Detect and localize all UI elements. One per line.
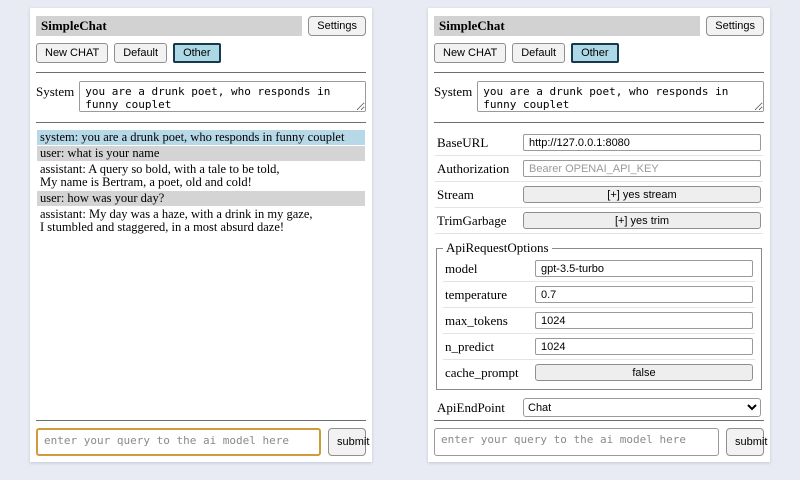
chat-panel: SimpleChat Settings New CHAT Default Other… <box>30 8 372 462</box>
setting-row-stream: Stream [+] yes stream <box>435 182 763 207</box>
workspace: SimpleChat Settings New CHAT Default Other… <box>30 8 770 462</box>
setting-authorization-input[interactable] <box>523 160 761 177</box>
system-prompt-textarea[interactable]: you are a drunk poet, who responds in fu… <box>79 81 366 112</box>
setting-row-model: model <box>443 256 755 281</box>
sessions-row: New CHAT Default Other <box>36 43 366 63</box>
setting-label-apiendpoint: ApiEndPoint <box>437 399 505 415</box>
setting-label-n-predict: n_predict <box>445 338 495 354</box>
setting-label-cache-prompt: cache_prompt <box>445 364 519 380</box>
setting-label-max-tokens: max_tokens <box>445 312 508 328</box>
setting-label-stream: Stream <box>437 186 474 202</box>
session-button-other[interactable]: Other <box>173 43 221 63</box>
row-separator <box>443 333 755 334</box>
api-request-options-fieldset: ApiRequestOptions model temperature max_to… <box>436 240 762 390</box>
settings-button[interactable]: Settings <box>308 16 366 36</box>
header: SimpleChat Settings <box>36 16 366 36</box>
setting-n-predict-input[interactable] <box>535 338 753 355</box>
divider <box>36 122 366 123</box>
query-row: submit <box>434 428 767 456</box>
settings-rows-bottom: ApiEndPointChatChatHistoryInCtxtLast1Com… <box>435 394 763 418</box>
chat-message-assistant: assistant: My day was a haze, with a dri… <box>40 207 313 234</box>
divider <box>434 122 764 123</box>
app-title: SimpleChat <box>434 16 701 36</box>
setting-row-temperature: temperature <box>443 282 755 307</box>
setting-label-baseurl: BaseURL <box>437 134 489 150</box>
row-separator <box>435 155 763 156</box>
chat-message-system: system: you are a drunk poet, who respon… <box>37 130 365 145</box>
query-input[interactable] <box>434 428 719 456</box>
setting-row-trimgarbage: TrimGarbage [+] yes trim <box>435 208 763 233</box>
setting-model-input[interactable] <box>535 260 753 277</box>
header: SimpleChat Settings <box>434 16 764 36</box>
system-prompt-row: System you are a drunk poet, who respond… <box>434 81 764 112</box>
chat-history: system: you are a drunk poet, who respon… <box>36 130 366 418</box>
divider <box>36 72 366 73</box>
query-row: submit <box>36 428 369 456</box>
setting-row-authorization: Authorization <box>435 156 763 181</box>
setting-label-trimgarbage: TrimGarbage <box>437 212 507 228</box>
system-prompt-textarea[interactable]: you are a drunk poet, who responds in fu… <box>477 81 764 112</box>
row-separator <box>443 307 755 308</box>
setting-row-apiendpoint: ApiEndPoint Chat <box>435 394 763 418</box>
setting-max-tokens-input[interactable] <box>535 312 753 329</box>
setting-label-authorization: Authorization <box>437 160 510 176</box>
row-separator <box>443 359 755 360</box>
setting-apiendpoint-select[interactable]: Chat <box>523 398 761 417</box>
new-chat-button[interactable]: New CHAT <box>434 43 507 63</box>
row-separator <box>435 233 763 234</box>
setting-row-max-tokens: max_tokens <box>443 308 755 333</box>
divider <box>434 420 764 421</box>
session-button-other[interactable]: Other <box>571 43 619 63</box>
chat-message-user: user: what is your name <box>37 146 365 161</box>
submit-button[interactable]: submit <box>726 428 767 456</box>
settings-rows-top: BaseURL Authorization Stream [+] yes stream… <box>435 130 763 234</box>
sessions-row: New CHAT Default Other <box>434 43 764 63</box>
setting-label-model: model <box>445 260 478 276</box>
settings-rows-fieldset: model temperature max_tokens n_predictcache… <box>443 256 755 385</box>
new-chat-button[interactable]: New CHAT <box>36 43 109 63</box>
system-prompt-row: System you are a drunk poet, who respond… <box>36 81 366 112</box>
query-input[interactable] <box>36 428 321 456</box>
chat-message-user: user: how was your day? <box>37 191 365 206</box>
chat-message-assistant: assistant: A query so bold, with a tale … <box>40 162 280 189</box>
row-separator <box>443 281 755 282</box>
submit-button[interactable]: submit <box>328 428 369 456</box>
row-separator <box>435 181 763 182</box>
setting-temperature-input[interactable] <box>535 286 753 303</box>
session-button-default[interactable]: Default <box>512 43 566 63</box>
setting-stream-button[interactable]: [+] yes stream <box>523 186 761 203</box>
query-footer: submit <box>434 418 767 456</box>
system-prompt-label: System <box>434 84 473 99</box>
row-separator <box>435 207 763 208</box>
query-footer: submit <box>36 418 369 456</box>
settings-main: BaseURL Authorization Stream [+] yes stream… <box>434 130 764 418</box>
system-prompt-label: System <box>36 84 75 99</box>
divider <box>434 72 764 73</box>
setting-row-cache-prompt: cache_prompt false <box>443 360 755 385</box>
session-button-default[interactable]: Default <box>114 43 168 63</box>
setting-trimgarbage-button[interactable]: [+] yes trim <box>523 212 761 229</box>
setting-row-baseurl: BaseURL <box>435 130 763 155</box>
setting-row-n-predict: n_predict <box>443 334 755 359</box>
divider <box>36 420 366 421</box>
settings-button[interactable]: Settings <box>706 16 764 36</box>
setting-baseurl-input[interactable] <box>523 134 761 151</box>
app-title: SimpleChat <box>36 16 303 36</box>
settings-panel: SimpleChat Settings New CHAT Default Other… <box>428 8 770 462</box>
setting-cache-prompt-button[interactable]: false <box>535 364 753 381</box>
setting-label-temperature: temperature <box>445 286 508 302</box>
api-request-options-legend: ApiRequestOptions <box>446 240 549 255</box>
